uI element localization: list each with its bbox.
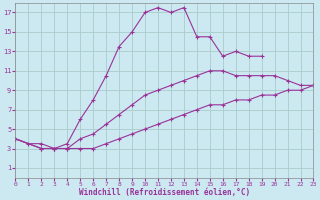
X-axis label: Windchill (Refroidissement éolien,°C): Windchill (Refroidissement éolien,°C) — [79, 188, 250, 197]
